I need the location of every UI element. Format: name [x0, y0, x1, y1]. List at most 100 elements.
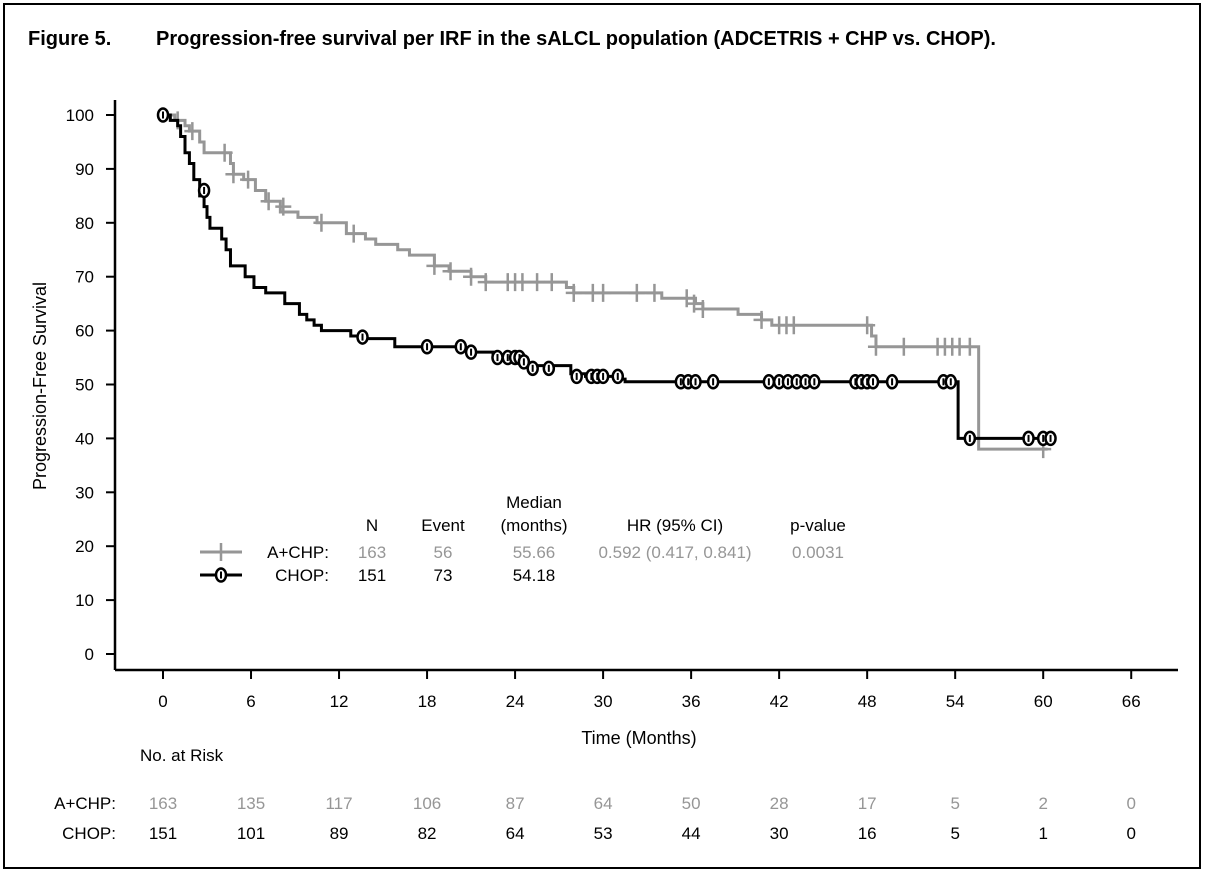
censor-mark	[442, 262, 459, 281]
censor-mark	[944, 374, 958, 390]
censor-mark	[866, 374, 880, 390]
figure-title-text: Progression-free survival per IRF in the…	[156, 28, 996, 50]
x-tick-label: 36	[682, 692, 701, 711]
censor-mark	[646, 283, 663, 302]
stats-header-months: (months)	[500, 516, 567, 535]
x-tick-label: 42	[770, 692, 789, 711]
censor-mark	[961, 337, 978, 356]
at-risk-value: 106	[413, 794, 441, 813]
at-risk-value: 30	[770, 824, 789, 843]
censor-mark	[356, 329, 369, 345]
censor-mark	[628, 283, 645, 302]
censor-mark	[595, 283, 612, 302]
censor-mark	[785, 316, 802, 335]
y-tick-label: 100	[66, 106, 94, 125]
censor-mark	[689, 374, 702, 390]
censor-mark	[1044, 430, 1057, 447]
at-risk-row-label: CHOP:	[62, 824, 116, 843]
stats-header-median: Median	[506, 493, 562, 512]
x-tick-label: 48	[858, 692, 877, 711]
stats-header-event: Event	[421, 516, 465, 535]
censor-mark	[426, 256, 443, 275]
censor-mark	[808, 374, 821, 390]
at-risk-value: 50	[682, 794, 701, 813]
censor-mark	[345, 224, 362, 243]
at-risk-value: 2	[1038, 794, 1047, 813]
censor-mark	[686, 294, 703, 313]
censor-mark	[240, 170, 257, 189]
censor-mark	[565, 283, 582, 302]
at-risk-value: 101	[237, 824, 265, 843]
censor-mark	[491, 349, 504, 366]
series-chop	[156, 107, 1057, 447]
x-tick-label: 6	[246, 692, 255, 711]
at-risk-value: 163	[149, 794, 177, 813]
y-tick-label: 0	[85, 645, 94, 664]
chart-axes: 0 10 20 30 40 50 60 70 80 90 100 0 6 12 18 24 30 36 42 48 54…	[30, 100, 1178, 748]
censor-mark	[529, 273, 546, 292]
censor-mark	[197, 182, 211, 199]
at-risk-value: 64	[594, 794, 613, 813]
at-risk-value: 44	[682, 824, 701, 843]
at-risk-value: 16	[858, 824, 877, 843]
at-risk-value: 64	[506, 824, 525, 843]
y-tick-label: 50	[75, 376, 94, 395]
censor-mark	[694, 300, 711, 319]
censor-mark	[464, 344, 478, 360]
series-line-achp	[163, 113, 1048, 451]
stats-n: 151	[358, 566, 386, 585]
censor-mark	[225, 165, 242, 184]
at-risk-value: 89	[330, 824, 349, 843]
y-tick-label: 90	[75, 160, 94, 179]
stats-header-pvalue: p-value	[790, 516, 846, 535]
x-tick-label: 24	[506, 692, 525, 711]
figure-label: Figure 5.	[28, 28, 112, 50]
legend-label: A+CHP:	[267, 543, 329, 562]
stats-median: 54.18	[513, 566, 556, 585]
censor-mark	[542, 360, 556, 377]
censor-mark	[514, 273, 531, 292]
at-risk-value: 117	[325, 794, 352, 813]
censor-mark	[216, 143, 233, 162]
at-risk-value: 82	[418, 824, 437, 843]
at-risk-value: 0	[1126, 794, 1135, 813]
x-tick-label: 12	[330, 692, 349, 711]
at-risk-value: 17	[858, 794, 877, 813]
censor-mark	[963, 430, 977, 447]
censor-mark	[762, 374, 776, 390]
stats-header-n: N	[366, 516, 378, 535]
x-axis-title: Time (Months)	[581, 728, 696, 748]
at-risk-value: 53	[594, 824, 613, 843]
at-risk-value: 151	[149, 824, 177, 843]
at-risk-row-label: A+CHP:	[54, 794, 116, 813]
x-tick-label: 30	[594, 692, 613, 711]
stats-pvalue: 0.0031	[792, 543, 844, 562]
x-tick-label: 18	[418, 692, 437, 711]
censor-mark	[463, 267, 480, 286]
censor-mark	[596, 368, 610, 385]
stats-event: 56	[434, 543, 453, 562]
at-risk-value: 1	[1038, 824, 1047, 843]
censor-mark	[885, 374, 899, 390]
censor-mark	[1022, 430, 1035, 447]
censor-mark	[570, 368, 583, 385]
censor-mark	[753, 310, 770, 329]
figure-frame	[3, 3, 1201, 869]
legend-label: CHOP:	[275, 566, 329, 585]
censor-mark	[214, 567, 228, 583]
stats-hr: 0.592 (0.417, 0.841)	[598, 543, 751, 562]
censor-mark	[895, 337, 912, 356]
at-risk-value: 0	[1126, 824, 1135, 843]
censor-mark	[477, 273, 494, 292]
censor-mark	[526, 360, 539, 377]
y-tick-label: 70	[75, 268, 94, 287]
at-risk-value: 87	[506, 794, 525, 813]
stats-n: 163	[358, 543, 386, 562]
censor-mark	[772, 374, 786, 390]
censor-mark	[184, 122, 201, 141]
censor-mark	[517, 354, 531, 370]
y-tick-label: 10	[75, 591, 94, 610]
series-line-chop	[163, 113, 1048, 440]
